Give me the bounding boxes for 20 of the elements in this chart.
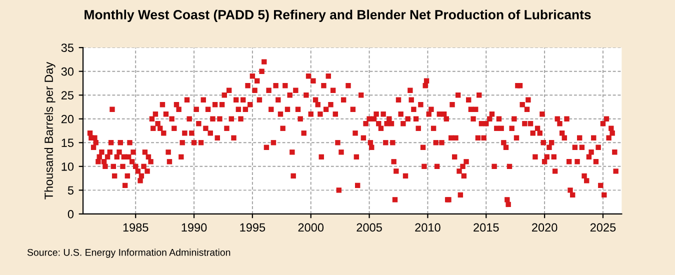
- y-axis-title: Thousand Barrels per Day: [44, 62, 56, 200]
- chart-title: Monthly West Coast (PADD 5) Refinery and Blender Net Production of Lubricants: [84, 10, 591, 22]
- y-tick-label: 5: [68, 186, 74, 195]
- source-note: Source: U.S. Energy Information Administration: [27, 248, 230, 258]
- x-tick-label: 2020: [532, 223, 558, 232]
- x-tick-label: 2015: [474, 223, 499, 232]
- x-tick-label: 1995: [240, 223, 266, 232]
- x-tick-label: 2010: [415, 223, 440, 232]
- x-tick-label: 2000: [298, 223, 324, 232]
- y-tick-label: 0: [68, 210, 74, 218]
- x-tick-label: 1985: [123, 223, 148, 232]
- y-tick-label: 25: [61, 91, 74, 100]
- y-tick-label: 30: [61, 67, 74, 76]
- x-tick-label: 2025: [590, 223, 616, 232]
- y-tick-label: 35: [61, 44, 74, 52]
- y-tick-label: 15: [62, 138, 74, 148]
- x-tick-label: 2005: [356, 223, 382, 232]
- y-tick-label: 10: [62, 162, 74, 171]
- x-tick-label: 1990: [182, 223, 207, 232]
- y-tick-label: 20: [61, 114, 74, 124]
